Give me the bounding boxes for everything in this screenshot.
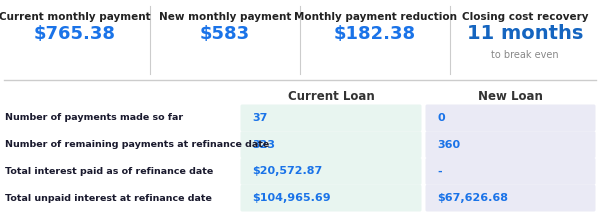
Text: $765.38: $765.38 (34, 25, 116, 43)
Text: New Loan: New Loan (478, 89, 543, 102)
Text: 360: 360 (437, 140, 460, 150)
Text: Number of payments made so far: Number of payments made so far (5, 113, 183, 122)
Text: 11 months: 11 months (467, 24, 583, 43)
Text: Number of remaining payments at refinance date: Number of remaining payments at refinanc… (5, 140, 269, 149)
FancyBboxPatch shape (241, 158, 421, 185)
FancyBboxPatch shape (425, 158, 595, 185)
Text: New monthly payment: New monthly payment (159, 12, 291, 22)
Text: 37: 37 (252, 113, 268, 123)
Text: Monthly payment reduction: Monthly payment reduction (293, 12, 457, 22)
FancyBboxPatch shape (425, 105, 595, 131)
Text: $67,626.68: $67,626.68 (437, 193, 508, 203)
Text: Current Loan: Current Loan (287, 89, 374, 102)
Text: Current monthly payment: Current monthly payment (0, 12, 151, 22)
FancyBboxPatch shape (425, 131, 595, 158)
FancyBboxPatch shape (425, 185, 595, 212)
Text: -: - (437, 166, 442, 176)
Text: $583: $583 (200, 25, 250, 43)
Text: Closing cost recovery: Closing cost recovery (462, 12, 588, 22)
FancyBboxPatch shape (241, 185, 421, 212)
FancyBboxPatch shape (241, 105, 421, 131)
Text: $104,965.69: $104,965.69 (252, 193, 331, 203)
Text: 0: 0 (437, 113, 445, 123)
Text: 323: 323 (252, 140, 275, 150)
Text: $20,572.87: $20,572.87 (252, 166, 322, 176)
FancyBboxPatch shape (241, 131, 421, 158)
Text: $182.38: $182.38 (334, 25, 416, 43)
Text: Total interest paid as of refinance date: Total interest paid as of refinance date (5, 167, 213, 176)
Text: Total unpaid interest at refinance date: Total unpaid interest at refinance date (5, 194, 212, 203)
Text: to break even: to break even (491, 50, 559, 60)
